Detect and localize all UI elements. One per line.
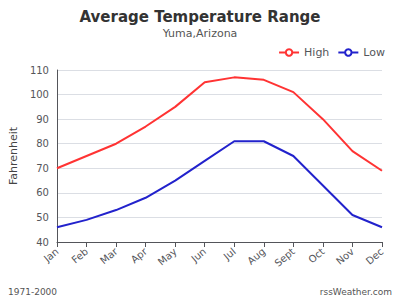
svg-text:Yuma,Arizona: Yuma,Arizona bbox=[162, 27, 238, 40]
svg-text:Feb: Feb bbox=[69, 246, 90, 266]
svg-text:May: May bbox=[156, 246, 179, 268]
svg-text:Oct: Oct bbox=[306, 246, 326, 266]
svg-text:Jul: Jul bbox=[221, 246, 238, 263]
svg-text:Fahrenheit: Fahrenheit bbox=[7, 126, 20, 185]
svg-text:1971-2000: 1971-2000 bbox=[8, 287, 57, 297]
svg-text:80: 80 bbox=[36, 138, 49, 149]
svg-text:Sept: Sept bbox=[272, 246, 297, 269]
svg-text:Average Temperature Range: Average Temperature Range bbox=[79, 8, 320, 26]
svg-text:Dec: Dec bbox=[364, 246, 386, 267]
svg-text:110: 110 bbox=[30, 65, 49, 76]
svg-text:Apr: Apr bbox=[129, 245, 150, 265]
svg-text:90: 90 bbox=[36, 114, 49, 125]
svg-text:Low: Low bbox=[363, 46, 385, 59]
svg-text:70: 70 bbox=[36, 163, 49, 174]
svg-text:40: 40 bbox=[36, 237, 49, 248]
svg-text:50: 50 bbox=[36, 212, 49, 223]
svg-text:Mar: Mar bbox=[98, 245, 120, 266]
svg-text:Jun: Jun bbox=[188, 246, 208, 265]
svg-text:100: 100 bbox=[30, 89, 49, 100]
svg-text:Nov: Nov bbox=[334, 246, 356, 267]
svg-text:Jan: Jan bbox=[41, 246, 61, 265]
svg-text:High: High bbox=[304, 46, 329, 59]
svg-text:rssWeather.com: rssWeather.com bbox=[320, 287, 392, 297]
svg-text:60: 60 bbox=[36, 187, 49, 198]
svg-text:Aug: Aug bbox=[245, 246, 267, 267]
